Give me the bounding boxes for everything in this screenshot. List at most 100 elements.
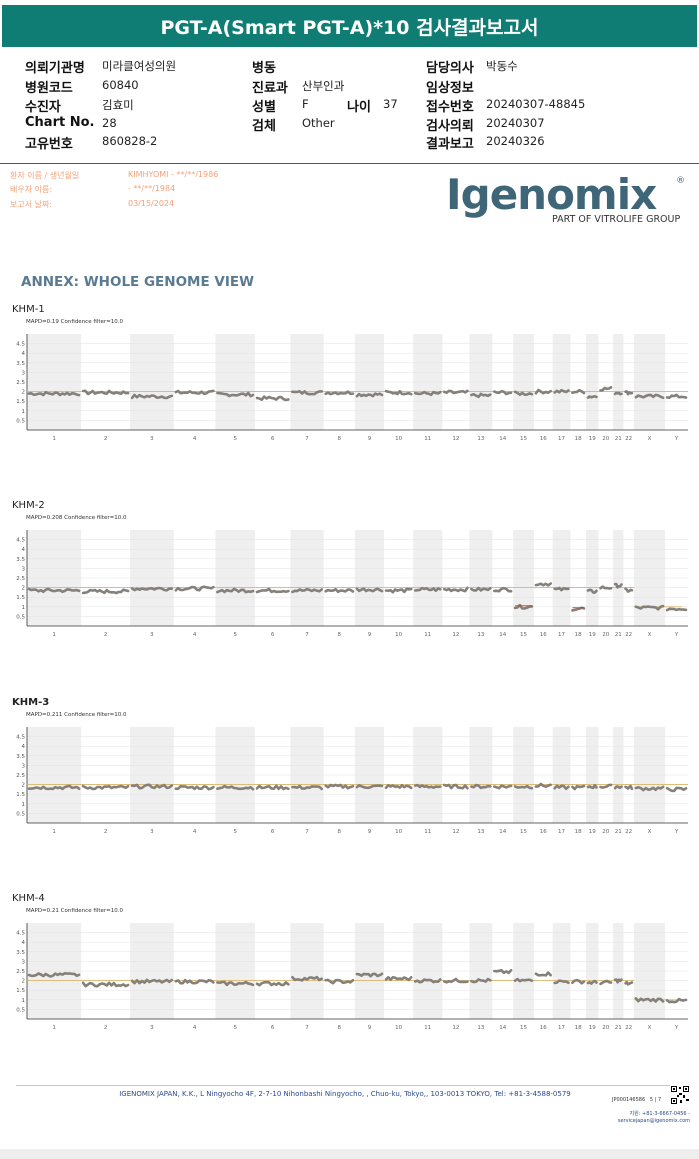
cnv-segment-chr13 [470, 783, 492, 790]
partner-name-value: - **/**/1984 [128, 184, 176, 193]
contact-tel: 지원: +81-3-6667-0456 - [629, 1111, 690, 1117]
y-tick-label: 3 [22, 959, 26, 965]
cnv-segment-chr14 [493, 586, 513, 593]
x-tick-label-chr20: 20 [602, 829, 609, 835]
unique-no-value: 860828-2 [102, 134, 158, 148]
cnv-segment-chr7 [291, 390, 323, 396]
unique-no-label: 고유번호 [25, 137, 73, 152]
cnv-segment-chr1 [27, 972, 81, 978]
y-tick-label: 2 [22, 586, 26, 592]
cnv-segment-chr13 [470, 586, 492, 592]
cnv-segment-chr15 [513, 977, 534, 983]
cnv-segment-chr1 [27, 390, 81, 397]
x-tick-label-chrX: X [648, 1025, 652, 1031]
x-tick-label-chr3: 3 [150, 1025, 154, 1031]
x-tick-label-chrY: Y [674, 1025, 679, 1031]
x-tick-label-chr4: 4 [193, 1025, 197, 1031]
cnv-segment-chr2 [81, 784, 130, 791]
cnv-segment-chr2 [81, 389, 130, 396]
cnv-segment-chr20 [599, 585, 613, 590]
cnv-segment-chr2 [81, 981, 130, 988]
y-tick-label: 4.5 [16, 538, 25, 544]
cnv-segment-chrY [665, 786, 688, 793]
sample-mapd-1: MAPD=0.19 Confidence filter=10.0 [26, 319, 123, 325]
y-tick-label: 0.5 [16, 418, 25, 424]
cnv-segment-chr8 [324, 390, 355, 396]
cnv-segment-chr11 [413, 390, 442, 397]
cnv-segment-chr22 [624, 587, 634, 593]
cnv-segment-chr21 [613, 785, 623, 790]
page-number: 5 | 7 [649, 1097, 662, 1103]
x-tick-label-chr16: 16 [540, 632, 547, 638]
x-tick-label-chr20: 20 [602, 436, 609, 442]
hospital-code-label: 병원코드 [25, 81, 73, 96]
x-tick-label-chr22: 22 [625, 829, 632, 835]
x-tick-label-chr9: 9 [368, 632, 372, 638]
x-tick-label-chr10: 10 [395, 1025, 402, 1031]
y-tick-label: 0.5 [16, 1007, 25, 1013]
x-tick-label-chr1: 1 [52, 436, 56, 442]
report-date-label-en: 보고서 날짜: [10, 200, 53, 209]
x-tick-label-chr4: 4 [193, 829, 197, 835]
patient-name-value: KIMHYOMI - **/**/1986 [128, 170, 219, 179]
report-date-value: 20240326 [486, 134, 545, 148]
x-tick-label-chr14: 14 [499, 829, 506, 835]
age-label: 나이 [347, 100, 371, 115]
specimen-value: Other [302, 116, 335, 130]
institution-label: 의뢰기관명 [25, 61, 85, 76]
x-tick-label-chr10: 10 [395, 632, 402, 638]
x-tick-label-chrX: X [648, 632, 652, 638]
cnv-segment-chr12 [443, 389, 469, 395]
age-value: 37 [383, 97, 398, 111]
cnv-segment-chr10 [384, 587, 413, 594]
y-tick-label: 1 [22, 998, 26, 1004]
cnv-segment-chr7 [291, 587, 323, 594]
qr-code-icon [670, 1085, 690, 1105]
y-tick-label: 3.5 [16, 950, 25, 956]
cnv-segment-chr11 [413, 586, 442, 592]
cnv-segment-chr19 [586, 588, 598, 594]
cnv-segment-chrX [634, 997, 665, 1003]
x-tick-label-chr8: 8 [338, 1025, 342, 1031]
cnv-segment-chr20 [599, 979, 613, 986]
sex-label: 성별 [252, 100, 276, 115]
cnv-segment-chr16 [534, 782, 552, 788]
cnv-segment-chr6 [255, 587, 290, 594]
x-tick-label-chr18: 18 [575, 829, 582, 835]
cnv-segment-chr12 [443, 977, 469, 984]
cnv-segment-chr2 [81, 588, 130, 595]
x-tick-label-chr22: 22 [625, 632, 632, 638]
x-tick-label-chr21: 21 [615, 1025, 622, 1031]
y-tick-label: 3.5 [16, 754, 25, 760]
report-date-label: 결과보고 [426, 137, 474, 152]
cnv-segment-chr19 [586, 979, 598, 985]
y-tick-label: 1.5 [16, 988, 25, 994]
cnv-segment-chrX [634, 604, 665, 611]
cnv-segment-chr8 [324, 783, 355, 790]
x-tick-label-chr8: 8 [338, 436, 342, 442]
cnv-segment-chr9 [355, 587, 384, 593]
department-value: 산부인과 [302, 79, 345, 93]
y-tick-label: 1.5 [16, 792, 25, 798]
cnv-segment-chr1 [27, 784, 81, 791]
x-tick-label-chr21: 21 [615, 829, 622, 835]
cnv-segment-chr4 [174, 978, 215, 985]
y-tick-label: 1 [22, 802, 26, 808]
chart-no-label: Chart No. [25, 115, 95, 130]
cnv-segment-chr4 [174, 585, 215, 592]
cnv-segment-chr5 [216, 587, 255, 594]
x-tick-label-chr9: 9 [368, 829, 372, 835]
x-tick-label-chr22: 22 [625, 436, 632, 442]
x-tick-label-chr13: 13 [477, 829, 484, 835]
y-tick-label: 4.5 [16, 931, 25, 937]
cnv-segment-chr12 [443, 586, 469, 593]
sample-title-4: KHM-4 [12, 893, 45, 904]
x-tick-label-chr20: 20 [602, 1025, 609, 1031]
x-tick-label-chr8: 8 [338, 632, 342, 638]
x-tick-label-chr19: 19 [589, 632, 596, 638]
sex-value: F [302, 97, 309, 111]
y-tick-label: 4.5 [16, 342, 25, 348]
x-tick-label-chr14: 14 [499, 1025, 506, 1031]
cnv-segment-chr3 [130, 586, 174, 592]
x-tick-label-chr9: 9 [368, 436, 372, 442]
